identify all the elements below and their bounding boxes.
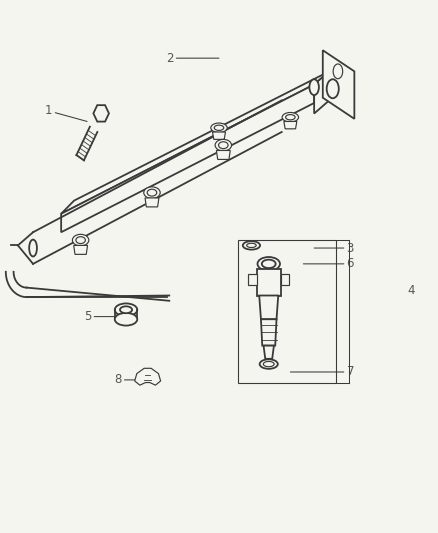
Ellipse shape — [115, 303, 137, 316]
Text: 3: 3 — [314, 241, 354, 255]
Ellipse shape — [215, 140, 232, 151]
Text: 7: 7 — [290, 366, 354, 378]
Polygon shape — [264, 345, 274, 359]
Ellipse shape — [262, 260, 276, 268]
Ellipse shape — [211, 123, 227, 133]
Ellipse shape — [76, 237, 85, 244]
Text: 4: 4 — [407, 284, 415, 297]
Polygon shape — [212, 132, 226, 140]
Ellipse shape — [247, 243, 256, 247]
Ellipse shape — [327, 79, 339, 98]
Ellipse shape — [115, 313, 137, 326]
Ellipse shape — [219, 142, 228, 149]
Polygon shape — [93, 105, 109, 122]
Polygon shape — [261, 319, 276, 345]
Polygon shape — [281, 274, 290, 285]
Polygon shape — [259, 295, 278, 319]
Ellipse shape — [309, 79, 319, 95]
Ellipse shape — [286, 115, 295, 120]
Text: 5: 5 — [84, 310, 126, 323]
Ellipse shape — [333, 64, 343, 79]
Polygon shape — [323, 50, 354, 119]
Ellipse shape — [263, 361, 274, 367]
Text: 1: 1 — [45, 104, 87, 122]
Ellipse shape — [29, 240, 37, 256]
Ellipse shape — [120, 306, 132, 313]
Text: 2: 2 — [166, 52, 219, 64]
Ellipse shape — [260, 359, 278, 369]
Text: 8: 8 — [114, 374, 152, 386]
Polygon shape — [134, 368, 161, 385]
Ellipse shape — [258, 257, 280, 271]
Polygon shape — [61, 85, 314, 232]
Polygon shape — [257, 269, 281, 295]
Polygon shape — [248, 274, 257, 285]
Ellipse shape — [144, 187, 160, 198]
Polygon shape — [145, 198, 159, 207]
Text: 6: 6 — [304, 257, 354, 270]
Polygon shape — [284, 122, 297, 129]
Ellipse shape — [214, 125, 224, 131]
Polygon shape — [61, 71, 329, 214]
Polygon shape — [314, 71, 329, 114]
Ellipse shape — [147, 189, 157, 196]
Ellipse shape — [282, 112, 299, 122]
Polygon shape — [74, 245, 88, 254]
Ellipse shape — [72, 235, 89, 246]
Ellipse shape — [243, 241, 260, 249]
Polygon shape — [216, 150, 230, 159]
